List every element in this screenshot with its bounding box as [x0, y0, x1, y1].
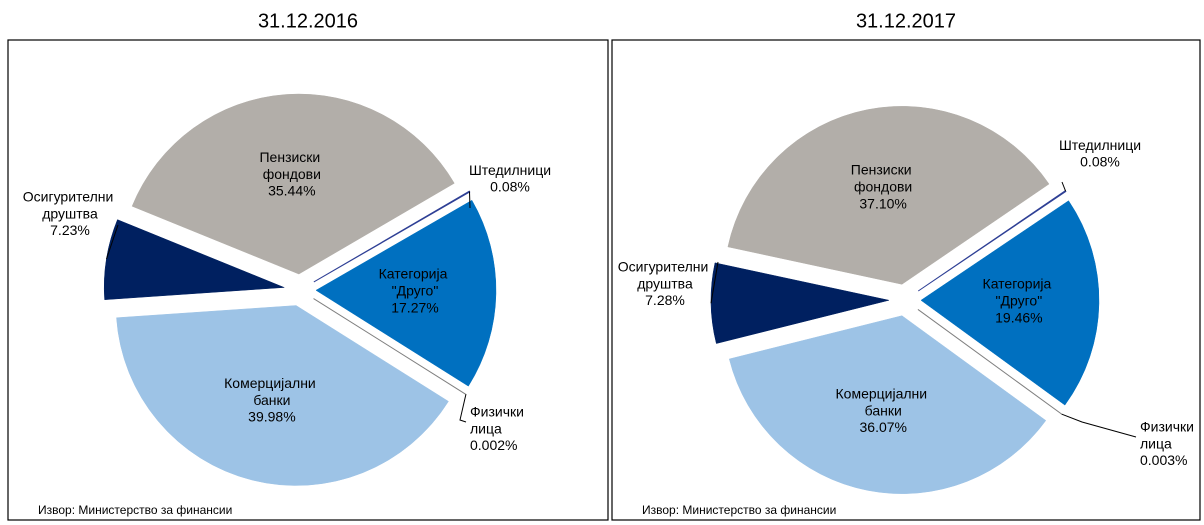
- panel-border: [7, 39, 609, 521]
- slice-label: Комерцијални банки: [836, 385, 931, 418]
- pie-slice: [103, 219, 285, 300]
- slice-value: 0.08%: [1080, 154, 1120, 170]
- slice-value: 39.98%: [248, 409, 295, 425]
- slice-label: Штедилници: [469, 162, 551, 178]
- slice-label: Категорија "Друго": [983, 275, 1056, 308]
- slice-label: Осигурителни друштва: [618, 258, 712, 291]
- pie-slice: [315, 199, 497, 387]
- slice-label: Физички лица: [470, 403, 528, 436]
- pie-slice: [116, 305, 449, 486]
- slice-value: 35.44%: [268, 182, 315, 198]
- chart-title: 31.12.2017: [856, 10, 956, 32]
- source-note: Извор: Министерство за финансии: [642, 503, 836, 517]
- leader-line: [459, 394, 467, 423]
- leader-line: [1061, 181, 1067, 192]
- slice-label: Физички лица: [1140, 418, 1198, 451]
- slice-value: 0.003%: [1140, 452, 1187, 468]
- slice-label: Штедилници: [1059, 137, 1141, 153]
- slice-label: Пензиски фондови: [259, 148, 324, 181]
- slice-value: 36.07%: [860, 419, 907, 435]
- slice-value: 0.002%: [470, 437, 517, 453]
- slice-label: Пензиски фондови: [851, 161, 916, 194]
- leader-line: [1061, 413, 1137, 438]
- panel-border: [611, 39, 1201, 521]
- pie-slice: [131, 93, 455, 275]
- slice-value: 7.23%: [50, 222, 90, 238]
- source-note: Извор: Министерство за финансии: [38, 503, 232, 517]
- slice-value: 19.46%: [995, 309, 1042, 325]
- chart-title: 31.12.2016: [258, 10, 358, 32]
- pie-slice: [920, 200, 1100, 406]
- slice-label: Осигурителни друштва: [23, 188, 117, 221]
- pie-slice: [727, 106, 1050, 285]
- leader-line: [710, 261, 719, 304]
- slice-value: 0.08%: [490, 179, 530, 195]
- slice-value: 17.27%: [391, 299, 438, 315]
- slice-value: 37.10%: [859, 195, 906, 211]
- slice-label: Категорија "Друго": [379, 265, 452, 298]
- slice-label: Комерцијални банки: [224, 375, 319, 408]
- leader-line: [468, 191, 471, 209]
- slice-value: 7.28%: [645, 292, 685, 308]
- pie-slice: [728, 315, 1047, 494]
- leader-line: [106, 224, 119, 260]
